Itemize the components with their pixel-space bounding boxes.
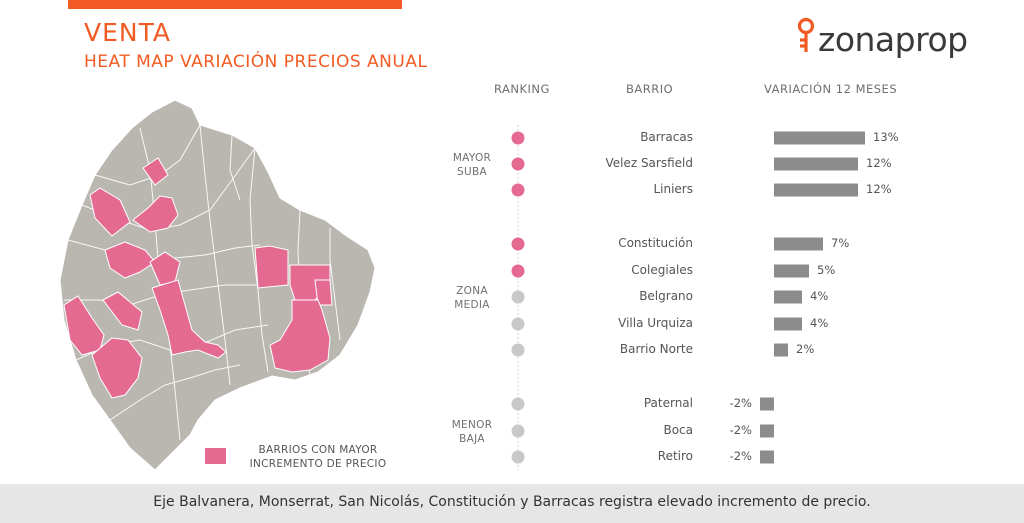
- page-title: VENTA: [84, 18, 172, 47]
- group-label-text: MENOR BAJA: [451, 419, 493, 445]
- city-outline: [59, 99, 376, 471]
- top-accent-bar: [68, 0, 402, 9]
- page-subtitle: HEAT MAP VARIACIÓN PRECIOS ANUAL: [84, 52, 428, 72]
- ranking-dot: [511, 183, 525, 197]
- variation-value-label: -2%: [729, 449, 752, 463]
- zonaprop-logo: [797, 17, 815, 52]
- col-header-ranking: RANKING: [494, 82, 550, 96]
- ranking-dot: [511, 317, 525, 331]
- col-header-barrio: BARRIO: [626, 82, 674, 96]
- highlighted-neighborhoods: [63, 157, 333, 399]
- variation-bar: [774, 131, 865, 145]
- legend-swatch: [205, 448, 226, 464]
- variation-bar: [774, 237, 823, 251]
- hl-colegiales: [132, 195, 179, 233]
- ranking-dot: [511, 343, 525, 357]
- variation-value-label: 13%: [873, 130, 899, 144]
- variation-bar: [774, 343, 788, 357]
- barrio-label: Colegiales: [631, 263, 693, 277]
- hl-floresta: [102, 291, 143, 331]
- variation-bar: [774, 264, 809, 278]
- ranking-dot: [511, 450, 525, 464]
- hl-mataderos: [91, 337, 143, 399]
- barrio-label: Liniers: [653, 182, 693, 196]
- group-label-mayor-suba: MAYOR SUBA: [446, 151, 498, 179]
- hl-monserrat: [314, 279, 333, 306]
- ranking-dot: [511, 131, 525, 145]
- hl-villa-devoto: [104, 241, 156, 279]
- ranking-dot: [511, 237, 525, 251]
- barrio-label: Belgrano: [639, 289, 693, 303]
- col-header-variacion: VARIACIÓN 12 MESES: [764, 82, 898, 96]
- barrio-label: Velez Sarsfield: [605, 156, 693, 170]
- barrio-label: Retiro: [657, 449, 693, 463]
- variation-bar: [760, 424, 774, 438]
- hl-paternal-area: [149, 251, 181, 286]
- variation-value-label: 4%: [810, 289, 829, 303]
- variation-value-label: -2%: [729, 423, 752, 437]
- variation-value-label: -2%: [729, 396, 752, 410]
- brand-name: zonaprop: [818, 20, 968, 59]
- hl-velez-sarsfield: [151, 279, 227, 359]
- variation-value-label: 12%: [866, 182, 892, 196]
- variation-bar: [774, 317, 802, 331]
- barrio-label: Barrio Norte: [619, 342, 693, 356]
- barrio-label: Barracas: [640, 130, 693, 144]
- barrio-label: Constitución: [618, 236, 693, 250]
- footer-text: Eje Balvanera, Monserrat, San Nicolás, C…: [153, 494, 871, 510]
- ranking-dot: [511, 264, 525, 278]
- key-icon: [797, 17, 815, 52]
- ranking-dot: [511, 157, 525, 171]
- barrio-label: Boca: [663, 423, 693, 437]
- ranking-dot: [511, 424, 525, 438]
- variation-value-label: 12%: [866, 156, 892, 170]
- variation-value-label: 4%: [810, 316, 829, 330]
- variation-value-label: 2%: [796, 342, 815, 356]
- hl-saavedra: [142, 157, 169, 186]
- group-label-zona-media: ZONA MEDIA: [446, 284, 498, 312]
- variation-value-label: 7%: [831, 236, 850, 250]
- hl-liniers: [63, 295, 105, 356]
- variation-bar: [760, 397, 774, 411]
- hl-almagro: [254, 245, 289, 289]
- variation-bar: [774, 157, 858, 171]
- hl-constitucion-barracas: [269, 299, 331, 373]
- group-label-text: ZONA MEDIA: [454, 285, 490, 311]
- barrio-label: Villa Urquiza: [618, 316, 693, 330]
- variation-value-label: 5%: [817, 263, 836, 277]
- footer-bar: [0, 484, 1024, 523]
- variation-bar: [774, 290, 802, 304]
- hl-urquiza-west: [89, 187, 131, 237]
- group-label-menor-baja: MENOR BAJA: [446, 418, 498, 446]
- variation-bar: [760, 450, 774, 464]
- ranking-dot: [511, 397, 525, 411]
- variation-bar: [774, 183, 858, 197]
- legend-label: BARRIOS CON MAYOR INCREMENTO DE PRECIO: [249, 444, 387, 470]
- barrio-label: Paternal: [643, 396, 693, 410]
- ranking-dot: [511, 290, 525, 304]
- group-label-text: MAYOR SUBA: [452, 152, 492, 178]
